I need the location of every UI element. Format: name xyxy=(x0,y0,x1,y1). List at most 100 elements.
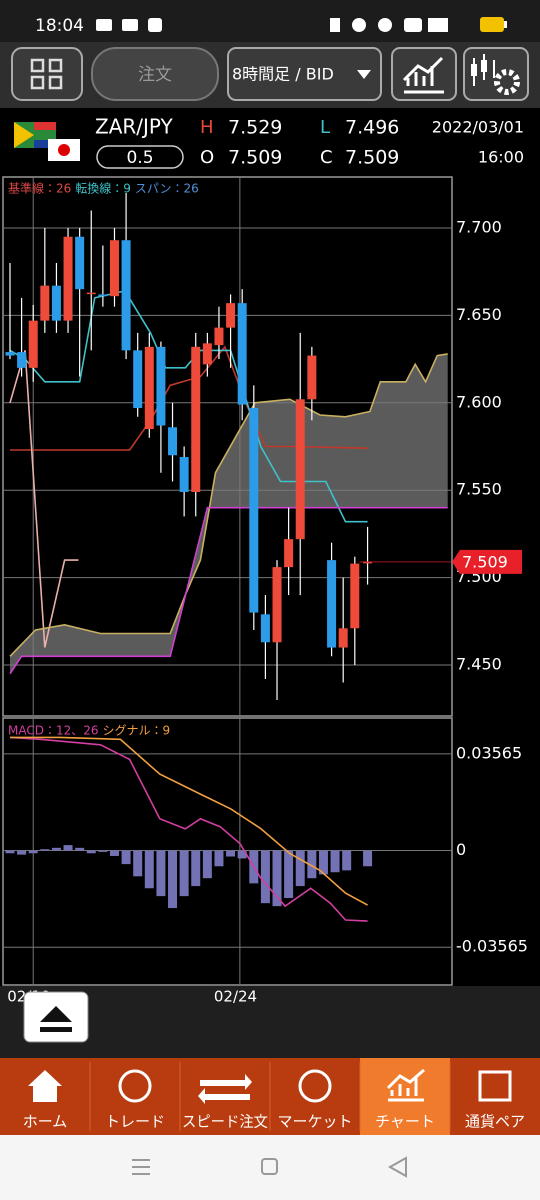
candle-body xyxy=(191,346,201,492)
candle-body xyxy=(133,350,143,409)
y-tick-label: 7.650 xyxy=(456,305,502,324)
histogram-bar xyxy=(237,850,247,859)
candle-body xyxy=(28,320,38,368)
histogram-bar xyxy=(40,849,50,851)
indicator-line xyxy=(10,345,368,451)
histogram-bar xyxy=(260,850,270,904)
spread-pill xyxy=(96,145,184,169)
status-icons xyxy=(96,17,507,32)
histogram-bar xyxy=(272,850,282,907)
histogram-bar xyxy=(156,850,166,897)
candle-body xyxy=(98,294,108,297)
candle-body xyxy=(40,285,50,321)
histogram-bar xyxy=(86,850,96,854)
candle-body xyxy=(168,427,178,456)
dropdown-arrow xyxy=(357,70,371,79)
legend-entry: 転換線：9 xyxy=(75,181,131,196)
candle-body xyxy=(272,567,282,643)
candle-body xyxy=(363,561,373,564)
chart-type-icon xyxy=(402,56,444,94)
histogram-bar xyxy=(144,850,154,889)
chart-footer xyxy=(0,986,540,1058)
candle-body xyxy=(214,327,224,346)
histogram-bar xyxy=(307,850,317,879)
order-button[interactable] xyxy=(91,47,219,101)
timeframe-select[interactable] xyxy=(227,47,382,101)
histogram-bar xyxy=(121,850,131,865)
open-label: O xyxy=(200,147,214,168)
candle-body xyxy=(284,539,294,568)
settings-icon xyxy=(471,54,520,95)
candle-body xyxy=(63,236,73,321)
legend-entry: MACD：12、26 xyxy=(8,724,99,738)
candle-body xyxy=(75,236,85,290)
candle-body xyxy=(327,560,337,648)
candle-body xyxy=(295,399,305,540)
histogram-bar xyxy=(133,850,143,877)
indicator-line xyxy=(9,350,79,648)
last-price-label: 7.509 xyxy=(462,552,508,571)
low: 7.496 xyxy=(345,117,399,139)
candle-body xyxy=(338,628,348,648)
histogram-bar xyxy=(363,850,373,867)
close: 7.509 xyxy=(345,147,399,169)
histogram-bar xyxy=(98,850,108,852)
pair: ZAR/JPY xyxy=(95,115,174,139)
legend-entry: シグナル：9 xyxy=(103,724,171,738)
high-label: H xyxy=(200,117,214,138)
quote-area xyxy=(0,108,540,176)
date: 2022/03/01 xyxy=(432,118,524,137)
candle-body xyxy=(307,355,317,400)
back-button[interactable] xyxy=(387,1156,407,1178)
y-tick-label: 7.700 xyxy=(456,217,502,236)
indicator-line xyxy=(9,353,448,657)
order-label: 注文 xyxy=(138,65,172,85)
tab-label[interactable]: トレード xyxy=(105,1113,165,1131)
menu-button[interactable] xyxy=(11,47,83,101)
histogram-bar xyxy=(17,850,27,855)
x-tick-label: 02/24 xyxy=(214,988,257,1006)
flags xyxy=(14,122,80,161)
high: 7.529 xyxy=(228,117,282,139)
recents-button[interactable] xyxy=(132,1159,150,1175)
candle-body xyxy=(179,456,189,492)
y-tick-label: 0 xyxy=(456,840,466,859)
open: 7.509 xyxy=(228,147,282,169)
timeframe-label: 8時間足 / BID xyxy=(232,65,334,84)
candle-body xyxy=(226,303,236,328)
tab-label[interactable]: ホーム xyxy=(23,1113,68,1131)
home-button[interactable] xyxy=(261,1158,278,1175)
histogram-bar xyxy=(63,845,73,851)
tab-label[interactable]: マーケット xyxy=(277,1113,352,1131)
quote-time: 16:00 xyxy=(478,148,524,167)
histogram-bar xyxy=(226,850,236,857)
histogram-bar xyxy=(51,847,61,851)
menu-icon xyxy=(30,58,63,90)
low-label: L xyxy=(320,117,330,138)
cloud xyxy=(10,353,448,674)
histogram-bar xyxy=(28,850,38,854)
candle-body xyxy=(5,352,15,356)
y-tick-label: 0.03565 xyxy=(456,743,522,762)
histogram-bar xyxy=(330,850,340,873)
candle-body xyxy=(86,292,96,295)
spread: 0.5 xyxy=(126,148,153,168)
histogram-bar xyxy=(284,850,294,899)
y-tick-label: 7.600 xyxy=(456,392,502,411)
close-label: C xyxy=(320,147,333,168)
candle-body xyxy=(109,240,119,297)
legend-entry: 基準線：26 xyxy=(8,181,71,196)
y-tick-label: -0.03565 xyxy=(456,937,528,956)
histogram-bar xyxy=(318,850,328,875)
tab-label[interactable]: 通貨ペア xyxy=(465,1113,525,1131)
histogram-bar xyxy=(75,847,85,851)
indicator-line xyxy=(10,736,368,906)
tab-label[interactable]: チャート xyxy=(375,1113,435,1131)
candle-body xyxy=(51,285,61,321)
candle-body xyxy=(249,408,259,613)
last-price-tag xyxy=(452,549,522,574)
histogram-bar xyxy=(191,850,201,887)
tab-icons xyxy=(28,1068,512,1104)
tab-label[interactable]: スピード注文 xyxy=(182,1113,268,1131)
